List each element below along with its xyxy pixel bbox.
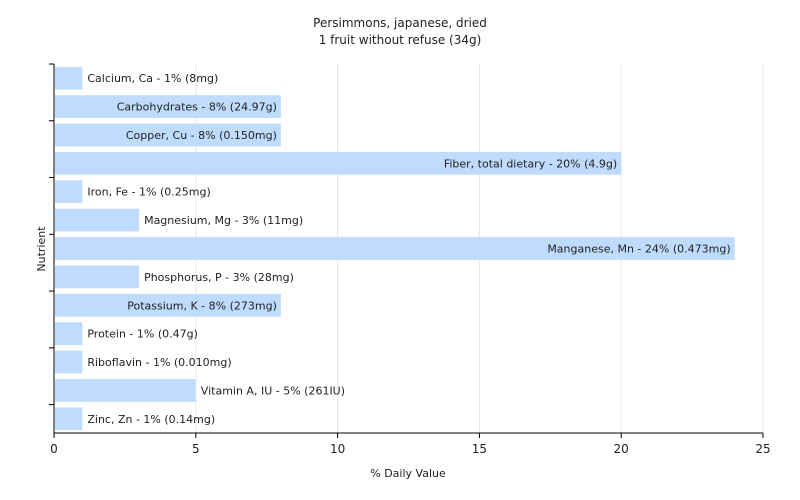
bars-group: Calcium, Ca - 1% (8mg) Carbohydrates - 8%…: [55, 66, 735, 431]
bar-label-11: Vitamin A, IU - 5% (261IU): [201, 384, 345, 397]
x-tick-label-3: 15: [472, 442, 487, 456]
bar-10: [55, 350, 83, 374]
x-tick-label-5: 25: [755, 442, 770, 456]
axes-group: 0 5 10 15 20 25: [49, 63, 771, 456]
y-axis-label: Nutrient: [35, 226, 48, 272]
bar-11: [55, 379, 196, 402]
bar-label-2: Copper, Cu - 8% (0.150mg): [126, 129, 277, 142]
bar-2: [55, 123, 281, 147]
bar-12: [55, 407, 83, 431]
bar-label-7: Phosphorus, P - 3% (28mg): [144, 271, 294, 284]
chart-subtitle: 1 fruit without refuse (34g): [319, 33, 482, 47]
bar-label-4: Iron, Fe - 1% (0.25mg): [87, 186, 210, 199]
bar-9: [55, 322, 83, 346]
bar-label-8: Potassium, K - 8% (273mg): [127, 299, 277, 312]
bar-label-12: Zinc, Zn - 1% (0.14mg): [87, 413, 215, 426]
bar-4: [55, 180, 83, 204]
bar-8: [55, 293, 281, 317]
bar-1: [55, 95, 281, 118]
chart-title: Persimmons, japanese, dried: [313, 16, 487, 30]
x-axis-label: % Daily Value: [370, 467, 446, 480]
bar-label-9: Protein - 1% (0.47g): [87, 328, 198, 341]
x-tick-label-4: 20: [614, 442, 629, 456]
x-tick-label-0: 0: [50, 442, 58, 456]
x-tick-label-1: 5: [192, 442, 200, 456]
x-tick-label-2: 10: [330, 442, 345, 456]
bar-3: [55, 151, 622, 175]
bar-label-5: Magnesium, Mg - 3% (11mg): [144, 214, 303, 227]
bar-6: [55, 237, 735, 260]
bar-label-3: Fiber, total dietary - 20% (4.9g): [444, 157, 617, 170]
bar-0: [55, 66, 83, 90]
bar-label-6: Manganese, Mn - 24% (0.473mg): [547, 243, 730, 256]
bar-label-0: Calcium, Ca - 1% (8mg): [87, 72, 218, 85]
bar-5: [55, 208, 140, 232]
bar-label-10: Riboflavin - 1% (0.010mg): [87, 356, 231, 369]
bar-label-1: Carbohydrates - 8% (24.97g): [117, 101, 277, 114]
bar-7: [55, 265, 140, 289]
